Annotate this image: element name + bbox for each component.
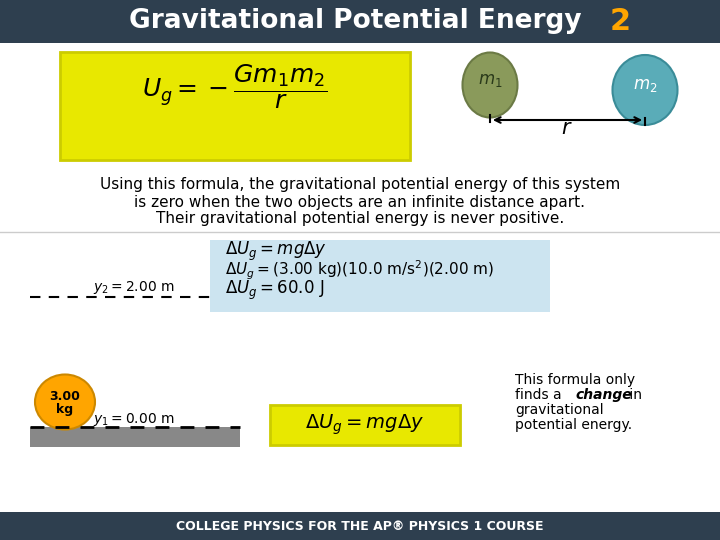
FancyBboxPatch shape	[210, 240, 550, 312]
Text: This formula only: This formula only	[515, 373, 635, 387]
Text: $m_2$: $m_2$	[633, 76, 657, 94]
Text: $m_1$: $m_1$	[477, 71, 503, 89]
Ellipse shape	[613, 55, 678, 125]
FancyBboxPatch shape	[0, 512, 720, 540]
Text: $r$: $r$	[561, 118, 573, 138]
Text: $U_g = -\dfrac{Gm_1m_2}{r}$: $U_g = -\dfrac{Gm_1m_2}{r}$	[143, 63, 328, 111]
FancyBboxPatch shape	[30, 427, 240, 447]
Text: $\Delta U_g = (3.00\ \mathrm{kg})(10.0\ \mathrm{m/s^2})(2.00\ \mathrm{m})$: $\Delta U_g = (3.00\ \mathrm{kg})(10.0\ …	[225, 258, 495, 282]
FancyBboxPatch shape	[270, 405, 460, 445]
Ellipse shape	[35, 375, 95, 429]
FancyBboxPatch shape	[0, 0, 720, 43]
Text: $\Delta U_g = 60.0\ \mathrm{J}$: $\Delta U_g = 60.0\ \mathrm{J}$	[225, 279, 325, 302]
Text: change: change	[575, 388, 631, 402]
Text: $\Delta U_g = mg\Delta y$: $\Delta U_g = mg\Delta y$	[225, 239, 327, 262]
Text: gravitational: gravitational	[515, 403, 603, 417]
Ellipse shape	[462, 52, 518, 118]
Text: Gravitational Potential Energy: Gravitational Potential Energy	[129, 8, 581, 34]
Text: $\Delta U_g = mg\Delta y$: $\Delta U_g = mg\Delta y$	[305, 413, 425, 437]
Text: $y_2 = 2.00\ \mathrm{m}$: $y_2 = 2.00\ \mathrm{m}$	[93, 280, 175, 296]
Text: Their gravitational potential energy is never positive.: Their gravitational potential energy is …	[156, 212, 564, 226]
Text: potential energy.: potential energy.	[515, 418, 632, 432]
Text: finds a: finds a	[515, 388, 566, 402]
FancyBboxPatch shape	[0, 43, 720, 512]
Text: 3.00: 3.00	[50, 390, 81, 403]
Text: kg: kg	[56, 402, 73, 415]
Text: 2: 2	[609, 6, 631, 36]
Text: $y_1 = 0.00\ \mathrm{m}$: $y_1 = 0.00\ \mathrm{m}$	[93, 410, 175, 428]
Text: in: in	[625, 388, 642, 402]
Text: is zero when the two objects are an infinite distance apart.: is zero when the two objects are an infi…	[135, 194, 585, 210]
FancyBboxPatch shape	[60, 52, 410, 160]
Text: Using this formula, the gravitational potential energy of this system: Using this formula, the gravitational po…	[100, 178, 620, 192]
Text: COLLEGE PHYSICS FOR THE AP® PHYSICS 1 COURSE: COLLEGE PHYSICS FOR THE AP® PHYSICS 1 CO…	[176, 519, 544, 532]
